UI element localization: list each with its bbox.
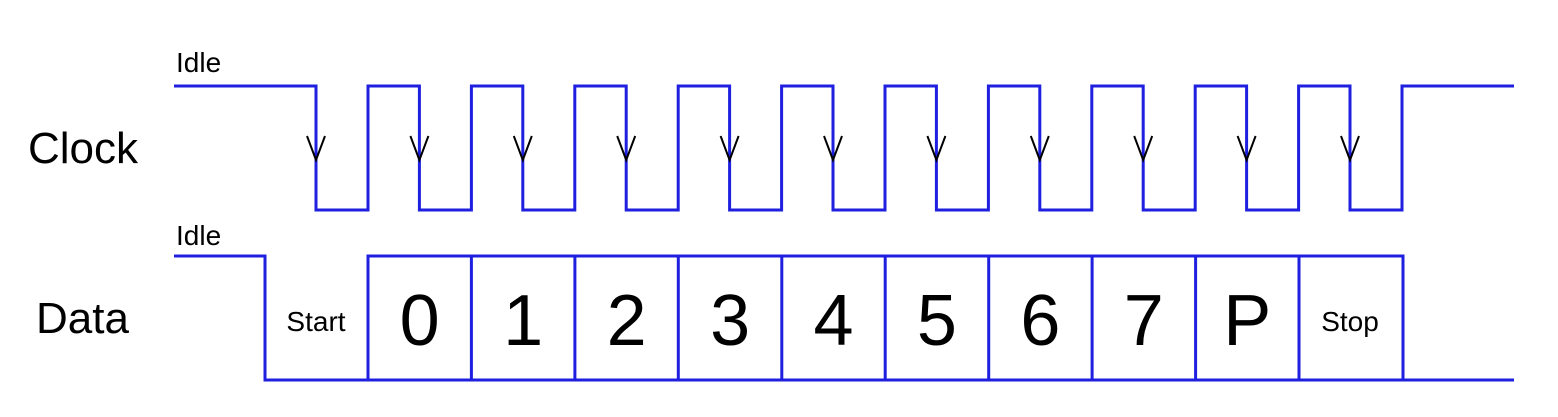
clock-edge-arrows [306, 135, 1360, 163]
falling-edge-arrow-icon [409, 135, 430, 163]
start-bit-label: Start [286, 306, 345, 337]
data-idle-label: Idle [176, 220, 221, 251]
falling-edge-arrow-icon [512, 135, 533, 163]
falling-edge-arrow-icon [306, 135, 326, 163]
clock-idle-label: Idle [176, 47, 221, 78]
falling-edge-arrow-icon [616, 135, 637, 163]
clock-waveform [174, 84, 1514, 212]
falling-edge-arrow-icon [1133, 135, 1154, 163]
falling-edge-arrow-icon [1029, 135, 1050, 163]
falling-edge-arrow-icon [719, 135, 740, 163]
falling-edge-arrow-icon [823, 135, 843, 163]
data-bit-dividers [469, 256, 1301, 380]
falling-edge-arrow-icon [1236, 135, 1257, 163]
data-bit-label: 6 [1020, 281, 1060, 361]
data-bit-label: 7 [1124, 281, 1164, 361]
data-bit-label: P [1223, 281, 1271, 361]
data-idle-line [174, 254, 368, 382]
data-bit-label: 4 [813, 281, 853, 361]
data-bit-label: 3 [710, 281, 750, 361]
falling-edge-arrow-icon [1340, 135, 1360, 163]
data-bit-label: 0 [400, 281, 440, 361]
data-bit-label: 5 [917, 281, 957, 361]
data-bit-label: 1 [503, 281, 543, 361]
data-label: Data [36, 294, 129, 343]
falling-edge-arrow-icon [926, 135, 947, 163]
data-bit-label: 2 [607, 281, 647, 361]
clock-label: Clock [28, 124, 139, 173]
stop-bit-label: Stop [1321, 306, 1379, 337]
